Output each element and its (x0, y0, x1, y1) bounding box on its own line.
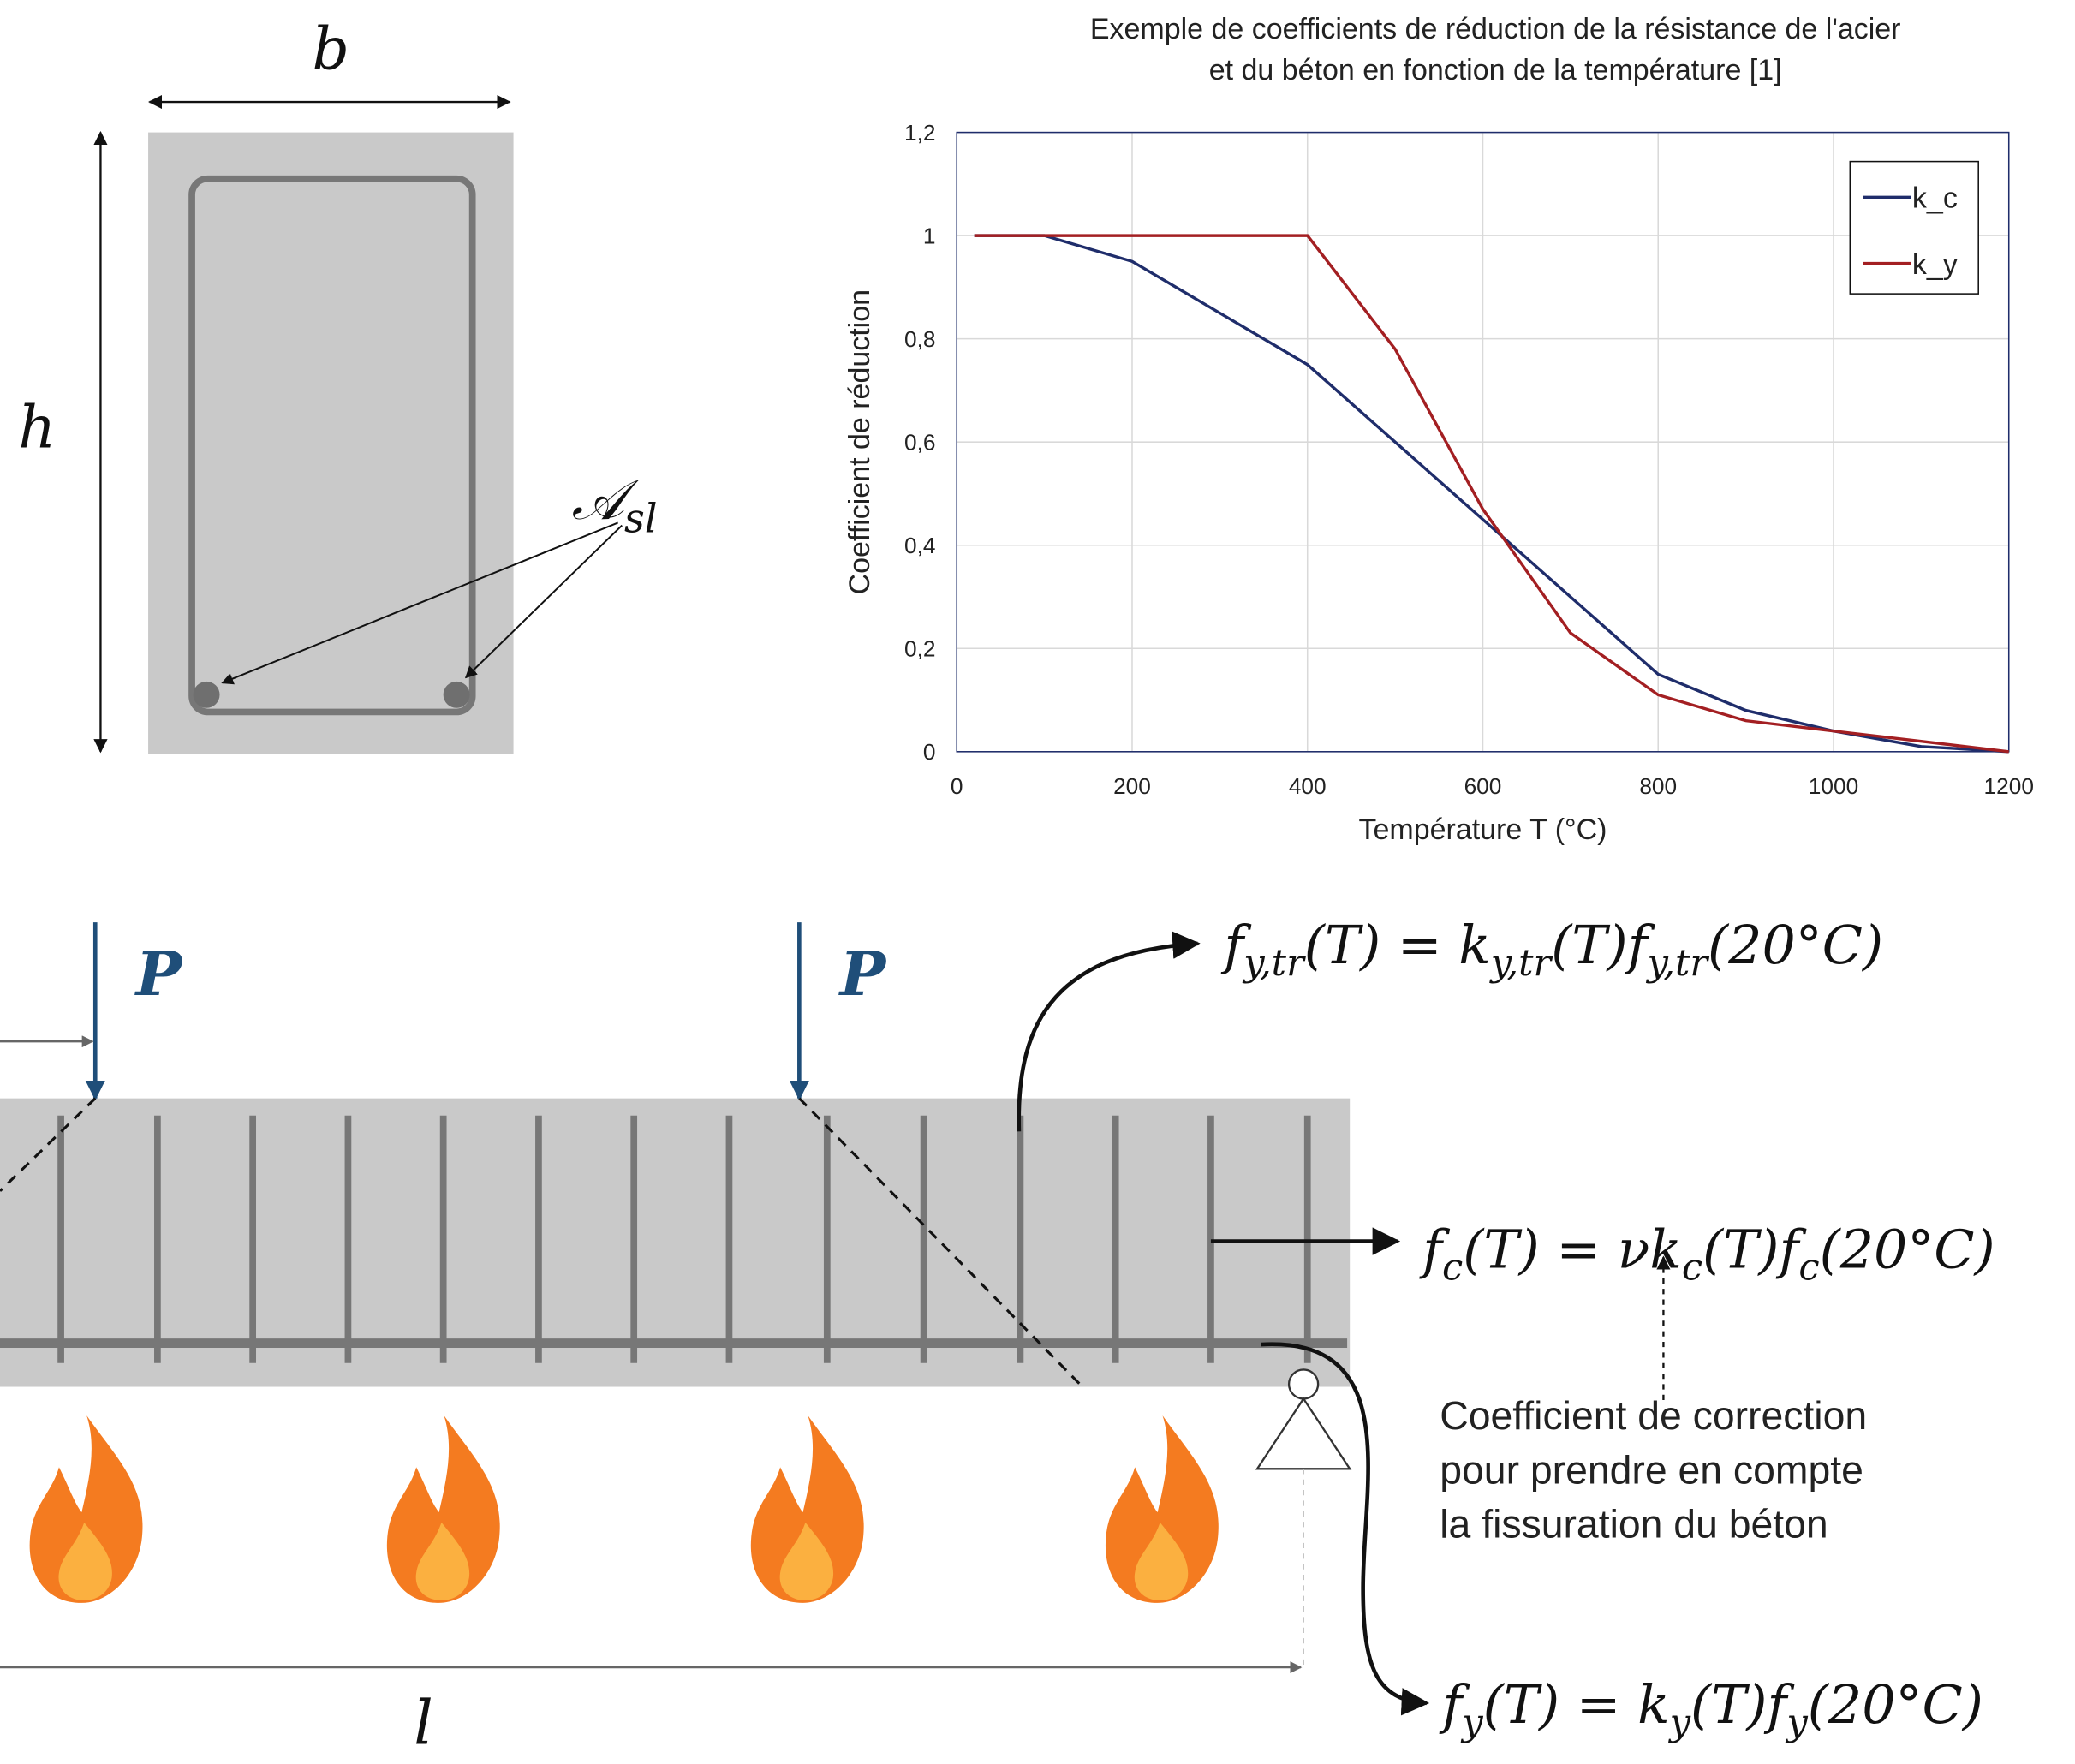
formula-part: (T)f (1690, 1674, 1795, 1736)
x-tick-label: 1000 (1809, 773, 1858, 799)
formula-part: (20°C) (1820, 1219, 1995, 1280)
x-axis-label: Température T (°C) (1359, 813, 1607, 846)
formula-part: (T) = k (1483, 1674, 1670, 1736)
cross-section: b h 𝒜sl (18, 15, 658, 754)
y-tick-label: 1,2 (904, 120, 935, 146)
x-tick-label: 600 (1464, 773, 1502, 799)
formula-subscript: y,tr (1646, 942, 1710, 985)
annotation-line: pour prendre en compte (1440, 1447, 1863, 1492)
span-label: l (414, 1688, 433, 1759)
asl-subscript: sl (624, 495, 658, 541)
annotation-line: la fissuration du béton (1440, 1502, 1828, 1546)
legend-label: k_y (1912, 248, 1958, 281)
x-tick-label: 400 (1289, 773, 1327, 799)
y-axis-label: Coefficient de réduction (844, 289, 876, 594)
formula-part: (20°C) (1808, 1674, 1983, 1736)
x-tick-label: 200 (1113, 773, 1151, 799)
formula-part: (T) = νk (1463, 1219, 1682, 1280)
formula-part: (T)f (1702, 1219, 1807, 1280)
width-label: b (313, 15, 350, 83)
formula-part: (T) = k (1304, 915, 1491, 976)
annotation-line: Coefficient de correction (1440, 1393, 1867, 1438)
x-tick-label: 1200 (1984, 773, 2034, 799)
formula-part: (20°C) (1708, 915, 1883, 976)
series-line (974, 234, 2009, 754)
formula-subscript: c (1798, 1246, 1819, 1289)
formula-subscript: y,tr (1242, 942, 1306, 985)
annotations: Coefficient de correction pour prendre e… (1017, 931, 1867, 1716)
chart-title: Exemple de coefficients de réduction de … (1090, 13, 1901, 45)
formula-subscript: c (1442, 1246, 1463, 1289)
y-tick-label: 1 (923, 223, 936, 248)
chart: Exemple de coefficients de réduction de … (844, 13, 2034, 846)
beam: P P l (0, 922, 1352, 1759)
y-tick-label: 0,8 (904, 326, 935, 352)
steel-area-label: 𝒜sl (572, 468, 658, 541)
formula-part: (T)f (1551, 915, 1655, 976)
x-tick-label: 800 (1639, 773, 1677, 799)
series-line (974, 234, 2009, 754)
legend-label: k_c (1912, 182, 1958, 215)
x-tick-label: 0 (951, 773, 963, 799)
formula-subscript: y (1460, 1701, 1483, 1744)
formula: fy(T) = ky(T)fy(20°C) (1439, 1674, 1983, 1744)
legend-box (1849, 160, 1979, 295)
y-tick-label: 0 (923, 739, 936, 765)
formula: fy,tr(T) = ky,tr(T)fy,tr(20°C) (1220, 915, 1883, 985)
formula-subscript: y (1785, 1701, 1808, 1744)
formula-subscript: y (1668, 1701, 1691, 1744)
height-label: h (18, 394, 56, 462)
plot-frame (956, 131, 2010, 753)
formula-subscript: y,tr (1489, 942, 1553, 985)
formula: fc(T) = νkc(T)fc(20°C) (1419, 1219, 1995, 1289)
y-tick-label: 0,4 (904, 533, 935, 558)
load-label: P (838, 938, 888, 1010)
chart-title: et du béton en fonction de la températur… (1209, 54, 1782, 86)
formula-subscript: c (1682, 1246, 1702, 1289)
load-label: P (134, 938, 184, 1010)
y-tick-label: 0,2 (904, 636, 935, 662)
y-tick-label: 0,6 (904, 429, 935, 455)
